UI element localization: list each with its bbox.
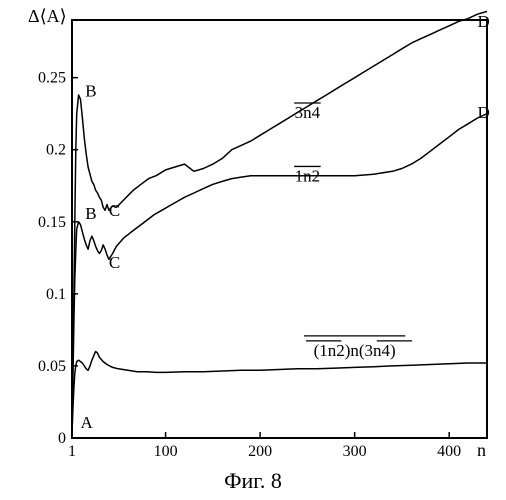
series-label: 1n2	[295, 166, 321, 185]
y-tick-label: 0.1	[46, 286, 66, 303]
y-tick-label: 0.2	[46, 142, 66, 159]
x-tick-label: 300	[343, 443, 367, 460]
point-label: A	[81, 413, 94, 432]
chart-svg: 1 100 200 300 400 n 0 0.05 0.1 0.15 0.2 0.25 Δ⟨A⟩ 3n4…	[0, 0, 506, 470]
point-label: D	[478, 12, 490, 31]
figure-caption: Фиг. 8	[0, 468, 506, 494]
y-tick-label: 0	[58, 430, 66, 447]
series-3n4	[72, 11, 487, 430]
point-label: B	[85, 81, 96, 100]
point-label: B	[85, 204, 96, 223]
x-tick-label: 400	[437, 443, 461, 460]
y-tick-label: 0.05	[38, 358, 66, 375]
y-axis-label: Δ⟨A⟩	[28, 6, 67, 26]
series-label: (1n2)n(3n4)	[314, 341, 396, 360]
series-label: 3n4	[295, 103, 321, 122]
x-tick-label: 200	[248, 443, 272, 460]
series-comb	[72, 352, 487, 434]
plot-area: 1 100 200 300 400 n 0 0.05 0.1 0.15 0.2 0.25 Δ⟨A⟩ 3n4…	[28, 6, 490, 460]
point-label: D	[478, 103, 490, 122]
series-1n2	[72, 114, 487, 433]
x-tick-label: 1	[68, 443, 76, 460]
y-tick-label: 0.25	[38, 70, 66, 87]
point-label: C	[109, 201, 120, 220]
point-label: C	[109, 253, 120, 272]
x-axis-label: n	[477, 440, 486, 460]
y-tick-label: 0.15	[38, 214, 66, 231]
x-tick-label: 100	[154, 443, 178, 460]
